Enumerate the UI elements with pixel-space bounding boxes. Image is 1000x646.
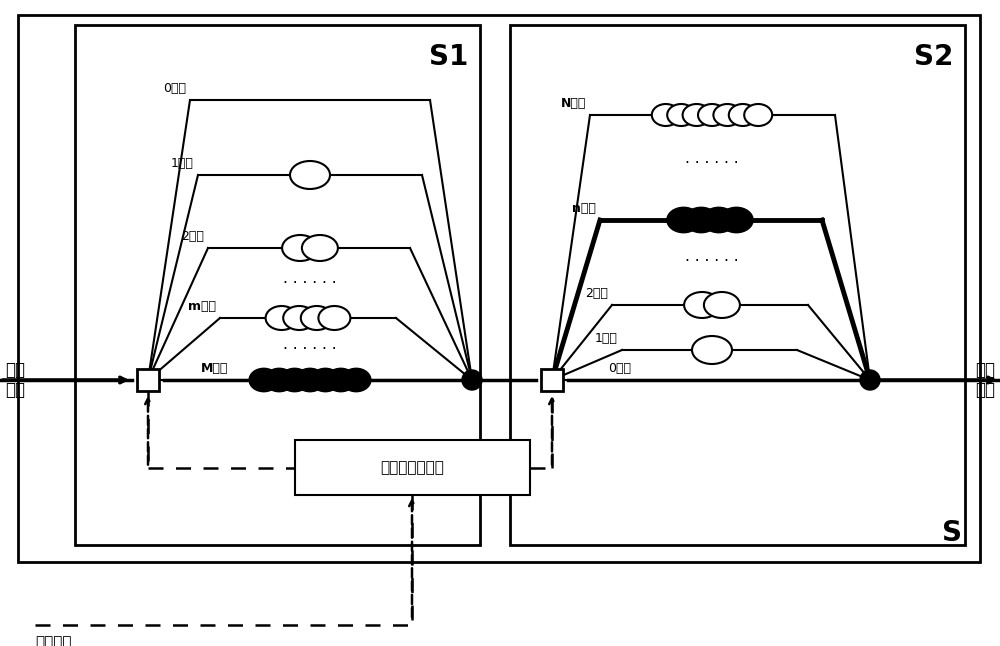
Text: · · · · · ·: · · · · · · [685,255,739,269]
Ellipse shape [683,104,711,126]
Bar [295,440,530,495]
Text: · · · · · ·: · · · · · · [283,275,337,291]
Ellipse shape [318,306,350,330]
Ellipse shape [250,369,278,391]
Ellipse shape [652,104,680,126]
Text: N时延: N时延 [561,97,586,110]
Text: 2时延: 2时延 [181,230,204,243]
Ellipse shape [692,336,732,364]
Ellipse shape [301,306,333,330]
Ellipse shape [282,235,318,261]
Ellipse shape [302,235,338,261]
Text: S2: S2 [914,43,953,71]
Circle shape [462,370,482,390]
Text: M时延: M时延 [201,362,228,375]
Ellipse shape [290,161,330,189]
Ellipse shape [703,208,735,232]
Ellipse shape [667,104,695,126]
Text: 2时延: 2时延 [585,287,608,300]
Ellipse shape [327,369,355,391]
Ellipse shape [342,369,370,391]
Bar [18,15,980,562]
Ellipse shape [729,104,757,126]
Ellipse shape [311,369,339,391]
Text: S: S [942,519,962,547]
Ellipse shape [266,306,298,330]
Ellipse shape [744,104,772,126]
Text: 控制输入: 控制输入 [35,635,72,646]
Ellipse shape [698,104,726,126]
Ellipse shape [296,369,324,391]
Ellipse shape [720,208,752,232]
Bar [541,369,563,391]
Text: 1时延: 1时延 [595,332,618,345]
Text: 1时延: 1时延 [171,157,194,170]
Ellipse shape [668,208,700,232]
Bar [137,369,159,391]
Text: 数据
输入: 数据 输入 [5,360,25,399]
Text: 光开关控制模块: 光开关控制模块 [381,460,444,475]
Text: 0时延: 0时延 [608,362,631,375]
Bar [510,25,965,545]
Ellipse shape [283,306,315,330]
Text: m时延: m时延 [188,300,216,313]
Text: · · · · · ·: · · · · · · [685,156,739,171]
Ellipse shape [713,104,741,126]
Circle shape [860,370,880,390]
Ellipse shape [684,292,720,318]
Bar [75,25,480,545]
Ellipse shape [265,369,293,391]
Text: · · · · · ·: · · · · · · [283,342,337,357]
Text: 0时延: 0时延 [163,82,186,95]
Ellipse shape [704,292,740,318]
Text: 数据
输出: 数据 输出 [975,360,995,399]
Text: n时延: n时延 [572,202,596,215]
Ellipse shape [685,208,717,232]
Text: S1: S1 [429,43,468,71]
Ellipse shape [281,369,309,391]
